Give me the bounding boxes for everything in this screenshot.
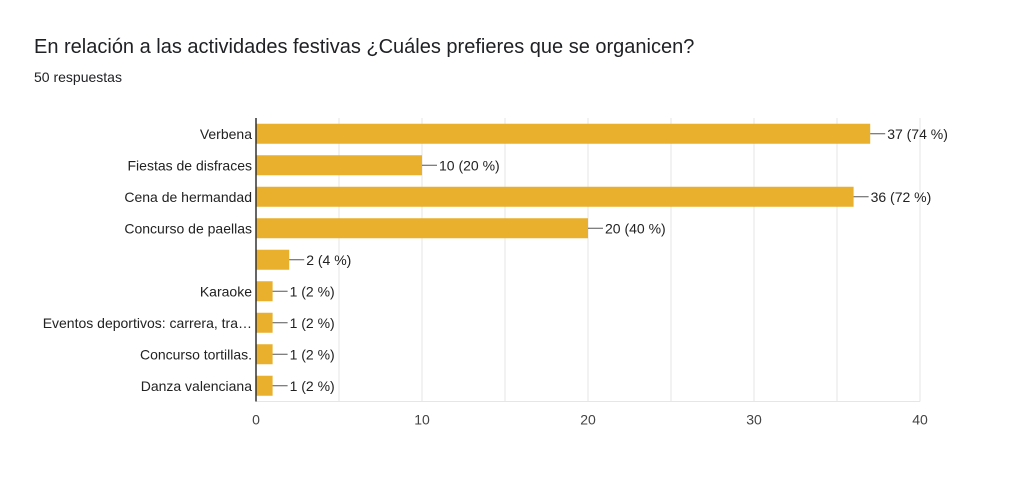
category-label: Concurso de paellas [124,220,252,236]
bar-4 [256,249,290,270]
value-label: 1 (2 %) [290,315,335,331]
category-label: Eventos deportivos: carrera, tra… [43,315,252,331]
bar-2 [256,186,854,207]
value-label: 36 (72 %) [871,189,932,205]
x-tick-label: 0 [252,412,260,428]
category-label: Concurso tortillas. [140,346,252,362]
bar-0 [256,123,871,144]
response-count: 50 respuestas [34,69,122,85]
x-tick-label: 10 [414,412,430,428]
value-label: 20 (40 %) [605,220,666,236]
x-tick-label: 30 [746,412,762,428]
bar-5 [256,281,273,302]
value-label: 1 (2 %) [290,378,335,394]
x-tick-label: 40 [912,412,928,428]
bar-3 [256,218,588,239]
x-tick-label: 20 [580,412,596,428]
category-label: Cena de hermandad [124,189,252,205]
value-label: 37 (74 %) [887,126,948,142]
category-label: Fiestas de disfraces [128,157,253,173]
bar-1 [256,155,422,176]
value-label: 2 (4 %) [306,252,351,268]
value-label: 1 (2 %) [290,346,335,362]
bar-6 [256,312,273,333]
value-label: 10 (20 %) [439,157,500,173]
value-label: 1 (2 %) [290,283,335,299]
category-label: Verbena [200,126,252,142]
chart-title: En relación a las actividades festivas ¿… [34,36,695,58]
category-label: Karaoke [200,283,252,299]
bar-8 [256,375,273,396]
category-label: Danza valenciana [141,378,253,394]
bar-7 [256,344,273,365]
